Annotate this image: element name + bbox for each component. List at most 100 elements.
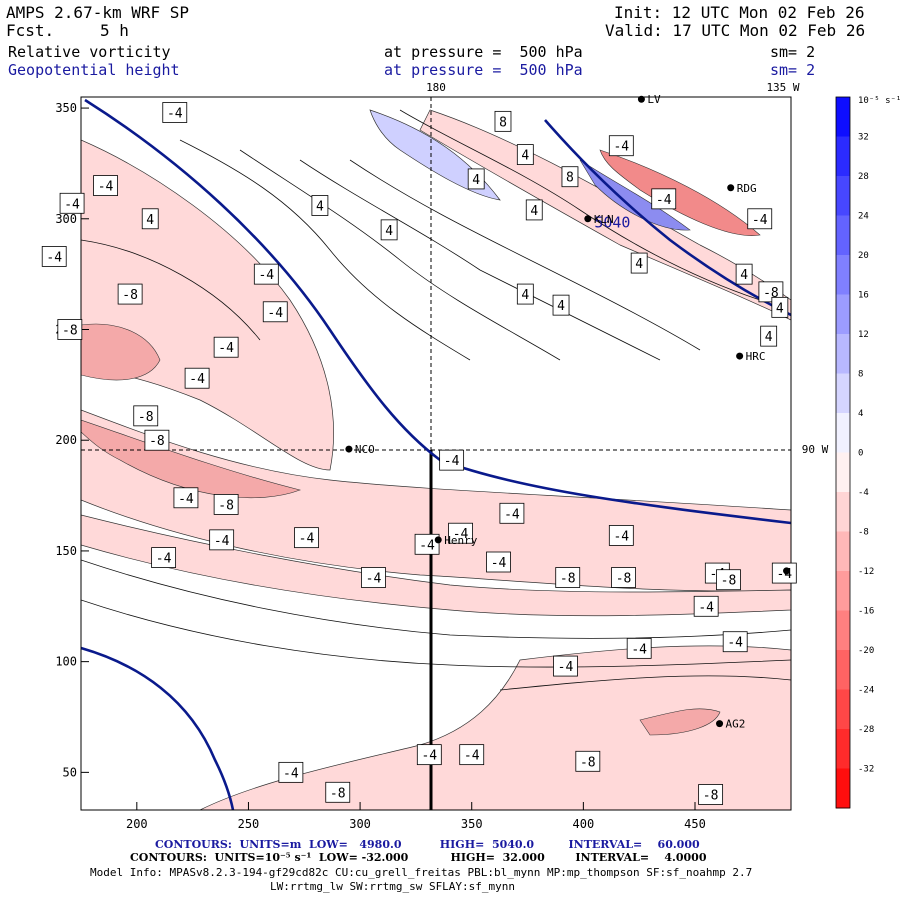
field-vorticity: Relative vorticity xyxy=(8,43,171,61)
colorbar-band xyxy=(836,373,850,414)
contour-label: -4 xyxy=(693,595,719,617)
x-tick-label: 200 xyxy=(126,817,148,831)
colorbar-band xyxy=(836,176,850,216)
model-info: Model Info: MPASv8.2.3-194-gf29cd82c CU:… xyxy=(90,866,753,879)
station: RDG xyxy=(727,182,757,195)
contour-label-text: -4 xyxy=(214,534,230,549)
contour-label: -4 xyxy=(59,192,85,214)
height-contours xyxy=(81,98,791,810)
contour-label: -4 xyxy=(278,761,304,783)
contour-label-text: -4 xyxy=(656,193,672,208)
height-label: 5040 xyxy=(594,214,630,232)
contour-label-text: -4 xyxy=(727,636,743,651)
colorbar-band xyxy=(836,650,850,690)
contour-label: -8 xyxy=(698,784,724,805)
contour-label-box xyxy=(416,744,442,766)
colorbar-label: -16 xyxy=(858,607,874,617)
contour-label: 4 xyxy=(516,283,534,305)
contour-label-box xyxy=(611,567,636,588)
contour-label: 4 xyxy=(630,252,648,274)
colorbar-band xyxy=(836,531,850,572)
contour-label-box xyxy=(651,188,677,210)
colorbar-label: 4 xyxy=(858,409,863,419)
contour-label: -4 xyxy=(626,637,652,659)
colorbar-band xyxy=(836,689,850,730)
contour-label: -4 xyxy=(416,744,442,766)
contour-label-text: -4 xyxy=(64,197,80,212)
colorbar-band xyxy=(836,294,850,335)
contour-label-text: 4 xyxy=(765,330,773,345)
contour-label-box xyxy=(555,567,581,588)
contour-label-box xyxy=(516,144,534,165)
colorbar-frame xyxy=(835,96,851,809)
contour-label: -4 xyxy=(184,367,210,389)
station-name: Henry xyxy=(444,534,477,547)
contour-label-text: 4 xyxy=(316,200,324,215)
contour-label-text: -8 xyxy=(580,755,596,770)
x-tick-label: 450 xyxy=(684,817,706,831)
station-name: HRC xyxy=(746,350,766,363)
x-tick-label: 300 xyxy=(349,817,371,831)
contour-label: -4 xyxy=(213,336,239,358)
colorbar-band xyxy=(836,571,850,611)
contour-label: -4 xyxy=(253,263,279,285)
contour-label-box xyxy=(41,246,67,267)
contour-label: 4 xyxy=(525,199,543,221)
contour-label-box xyxy=(262,301,288,323)
contour-label-text: -4 xyxy=(366,572,382,587)
contour-label: -4 xyxy=(173,487,199,509)
contour-label-box xyxy=(735,263,753,285)
field-height: Geopotential height xyxy=(8,61,180,79)
contour-label: 4 xyxy=(380,219,398,241)
x-tick-label: 400 xyxy=(573,817,595,831)
contour-label-text: 4 xyxy=(740,268,748,283)
station-marker xyxy=(584,215,592,223)
station-name: LV xyxy=(647,93,661,106)
colorbar-label: 24 xyxy=(858,212,869,222)
contour-label-box xyxy=(278,761,304,783)
contour-label: 8 xyxy=(494,110,512,132)
colorbar-band xyxy=(836,413,850,453)
contour-label-text: -4 xyxy=(419,538,435,553)
colorbar-label: -32 xyxy=(858,765,874,775)
contour-label: -8 xyxy=(57,319,83,340)
contour-label-box xyxy=(516,283,534,305)
contour-label-box xyxy=(758,281,784,303)
contour-label-text: -4 xyxy=(613,140,629,155)
vorticity-contour-info: CONTOURS: UNITS=10⁻⁵ s⁻¹ LOW= -32.000 HI… xyxy=(130,851,707,864)
station-marker xyxy=(736,352,744,360)
colorbar-label: -12 xyxy=(858,567,874,577)
station: LV xyxy=(637,93,661,106)
station-name: NCO xyxy=(355,443,375,456)
contour-label-text: -4 xyxy=(258,268,274,283)
contour-label: -4 xyxy=(93,175,118,196)
contour-label: -4 xyxy=(414,533,440,555)
contour-labels: -44-4-4-4-8-8-4-4444848-44-4444-8-4444-4… xyxy=(41,102,797,805)
colorbar-label: 0 xyxy=(858,449,863,459)
contour-label: 4 xyxy=(760,325,778,347)
valid-time: Valid: 17 UTC Mon 02 Feb 26 xyxy=(605,21,866,40)
contour-label: 4 xyxy=(311,195,329,216)
contour-label-box xyxy=(93,175,118,196)
contour-label: -4 xyxy=(162,102,188,123)
colorbar-label: 12 xyxy=(858,330,869,340)
contour-label-box xyxy=(525,199,543,221)
contour-label: -8 xyxy=(117,283,143,305)
contour-label-box xyxy=(575,750,601,772)
contour-label-text: 4 xyxy=(776,301,784,316)
contour-label-box xyxy=(162,102,188,123)
contour-label-box xyxy=(486,551,511,573)
contour-label-box xyxy=(414,533,440,555)
contour-label: -4 xyxy=(448,522,473,544)
colorbar-band xyxy=(836,215,850,256)
pos-vorticity-core-ne xyxy=(579,159,691,231)
contour-label-box xyxy=(184,367,210,389)
contour-label-text: -4 xyxy=(218,341,234,356)
colorbar-band xyxy=(836,492,850,532)
contour-label-text: -4 xyxy=(444,454,460,469)
contour-label-box xyxy=(380,219,398,241)
meridian-label: 180 xyxy=(426,81,446,94)
neg-vorticity-band-south xyxy=(81,514,791,617)
station-name: KLN xyxy=(594,213,614,226)
